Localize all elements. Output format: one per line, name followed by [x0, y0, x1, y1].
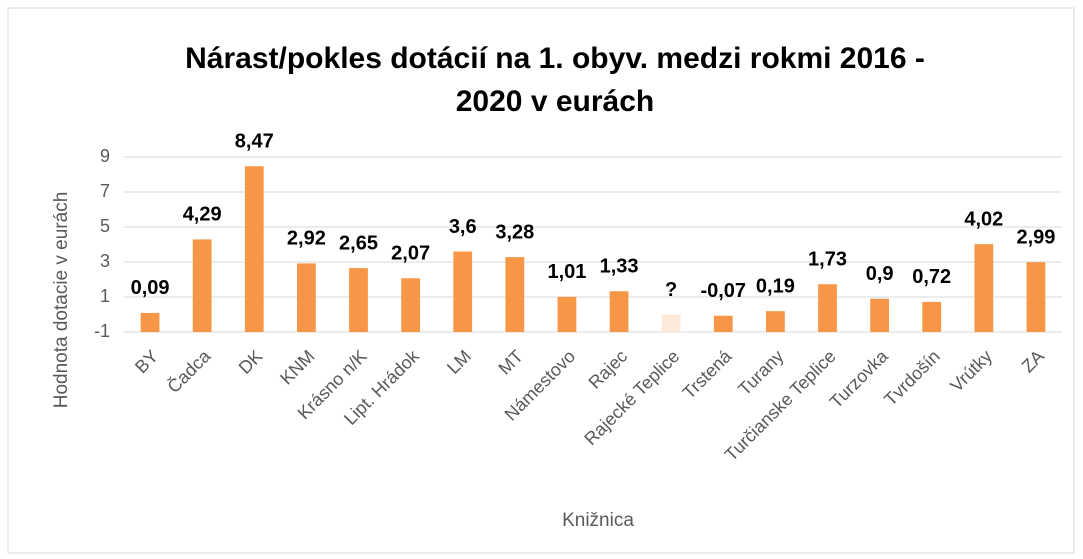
value-label: 0,09	[131, 277, 170, 299]
chart-title: 2020 v eurách	[456, 85, 654, 118]
y-tick-label: 5	[100, 216, 110, 236]
bar	[609, 291, 629, 332]
y-tick-label: -1	[94, 321, 110, 341]
value-label: 3,28	[495, 221, 534, 243]
y-tick-label: 7	[100, 181, 110, 201]
y-tick-label: 1	[100, 286, 110, 306]
value-label: 4,29	[183, 204, 222, 226]
value-label: 2,65	[339, 232, 378, 254]
chart-title: Nárast/pokles dotácií na 1. obyv. medzi …	[185, 42, 925, 75]
value-label: 2,92	[287, 228, 326, 250]
y-tick-label: 3	[100, 251, 110, 271]
value-label: 1,73	[808, 249, 847, 271]
bar	[401, 278, 420, 332]
bar	[140, 312, 160, 332]
value-label: 1,01	[547, 261, 586, 283]
value-label: 0,19	[756, 275, 795, 297]
value-label: ?	[665, 279, 677, 301]
bar	[713, 315, 733, 332]
bar	[192, 239, 212, 332]
value-label: 8,47	[235, 131, 274, 153]
bar	[870, 298, 889, 332]
value-label: -0,07	[700, 280, 746, 302]
y-tick-label: 9	[100, 146, 110, 166]
value-label: 4,02	[964, 208, 1003, 230]
bar	[244, 166, 264, 332]
value-label: 2,99	[1016, 226, 1055, 248]
y-axis-title: Hodnota dotacie v eurách	[51, 192, 72, 409]
bar	[922, 301, 942, 332]
bar	[818, 284, 837, 332]
value-label: 3,6	[449, 216, 477, 238]
bar	[349, 268, 368, 332]
value-label: 0,72	[912, 266, 951, 288]
chart-border	[7, 7, 1075, 554]
x-axis-title: Knižnica	[562, 510, 634, 531]
bar	[297, 263, 316, 332]
value-label: 0,9	[866, 263, 894, 285]
value-label: 2,07	[391, 243, 430, 265]
bar	[1026, 262, 1046, 332]
bar	[505, 257, 525, 332]
bar	[661, 314, 681, 332]
bar	[766, 311, 785, 332]
bar	[974, 244, 994, 332]
bar	[453, 251, 473, 332]
bar	[557, 296, 577, 332]
value-label: 1,33	[600, 256, 639, 278]
